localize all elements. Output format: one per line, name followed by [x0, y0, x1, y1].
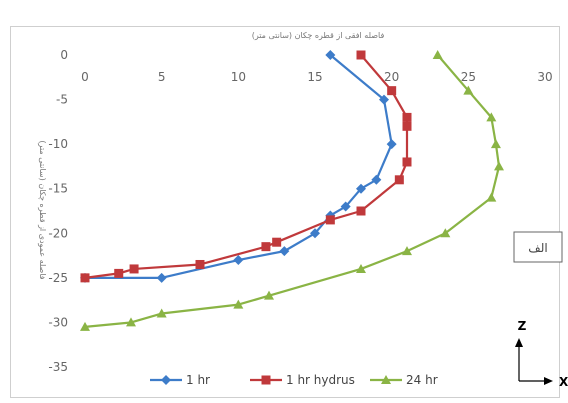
series-line [84, 54, 501, 328]
x-tick-label: 0 [81, 70, 89, 84]
data-point [440, 228, 451, 238]
data-point [371, 174, 382, 185]
legend: 1 hr 1 hr hydrus 24 hr [150, 373, 438, 387]
data-point [402, 157, 412, 167]
y-tick-label: -25 [48, 271, 68, 285]
data-point [402, 246, 412, 256]
data-point [356, 50, 366, 60]
y-tick-label: -15 [48, 182, 68, 196]
legend-label: 24 hr [406, 373, 438, 387]
data-point [386, 139, 397, 150]
data-point [261, 242, 271, 252]
series-line [84, 54, 409, 279]
data-point [80, 273, 90, 283]
series-1 [80, 50, 412, 283]
series-2 [80, 50, 504, 331]
data-point [325, 215, 335, 225]
x-arrow-head [544, 377, 553, 385]
data-point [486, 112, 497, 122]
data-point [156, 272, 167, 283]
label-box-frame [513, 231, 563, 263]
data-point [340, 201, 351, 212]
legend-label: 1 hr hydrus [286, 373, 355, 387]
x-tick-label: 20 [384, 70, 399, 84]
y-tick-label: 0 [60, 48, 68, 62]
data-point [264, 290, 274, 300]
x-tick-label: 15 [307, 70, 322, 84]
y-axis-label: فاصله عمودی از قطره چکان (سانتی متر) [38, 140, 47, 279]
y-tick-label: -10 [48, 137, 68, 151]
axis-indicator: Z X [515, 319, 568, 389]
x-tick-label: 5 [158, 70, 166, 84]
y-tick-label: -5 [56, 93, 68, 107]
y-tick-label: -35 [48, 360, 68, 374]
data-point [114, 268, 124, 278]
data-point [402, 112, 412, 122]
chart-title: فاصله افقی از قطره چکان (سانتی متر) [252, 31, 385, 40]
data-point [402, 121, 412, 131]
legend-marker [161, 375, 171, 385]
x-axis-indicator-label: X [559, 375, 568, 389]
legend-label: 1 hr [186, 373, 210, 387]
data-point [310, 228, 320, 239]
data-point [494, 161, 504, 171]
series-0 [80, 50, 397, 283]
legend-marker [381, 375, 391, 384]
z-arrow-head [515, 338, 523, 347]
chart-frame [10, 26, 560, 398]
data-point [486, 192, 497, 202]
data-point [432, 50, 443, 59]
series-line [85, 54, 393, 279]
data-point [156, 308, 167, 318]
label-box-text: الف [528, 241, 547, 255]
data-point [463, 85, 474, 95]
data-point [356, 263, 366, 273]
data-point [126, 317, 136, 327]
z-axis-label: Z [518, 319, 527, 333]
data-point [387, 86, 397, 96]
y-axis: 0 -5 -10 -15 -20 -25 -30 -35 [48, 48, 68, 374]
data-point [379, 94, 389, 105]
data-point [195, 259, 205, 269]
data-point [356, 206, 366, 216]
y-tick-label: -20 [48, 226, 68, 240]
data-point [490, 139, 501, 149]
x-tick-label: 25 [461, 70, 476, 84]
data-point [272, 237, 282, 247]
series-layer [80, 50, 504, 331]
data-point [233, 299, 244, 309]
x-tick-label: 10 [231, 70, 246, 84]
data-point [394, 175, 404, 185]
label-box: الف [513, 231, 563, 263]
data-point [80, 321, 90, 331]
data-point [356, 183, 366, 194]
legend-marker [261, 375, 271, 385]
data-point [129, 264, 139, 274]
x-tick-label: 30 [537, 70, 552, 84]
data-point [325, 50, 336, 60]
y-tick-label: -30 [48, 315, 68, 329]
data-point [233, 255, 244, 266]
x-axis: 0 5 10 15 20 25 30 [81, 70, 552, 84]
data-point [279, 246, 290, 257]
